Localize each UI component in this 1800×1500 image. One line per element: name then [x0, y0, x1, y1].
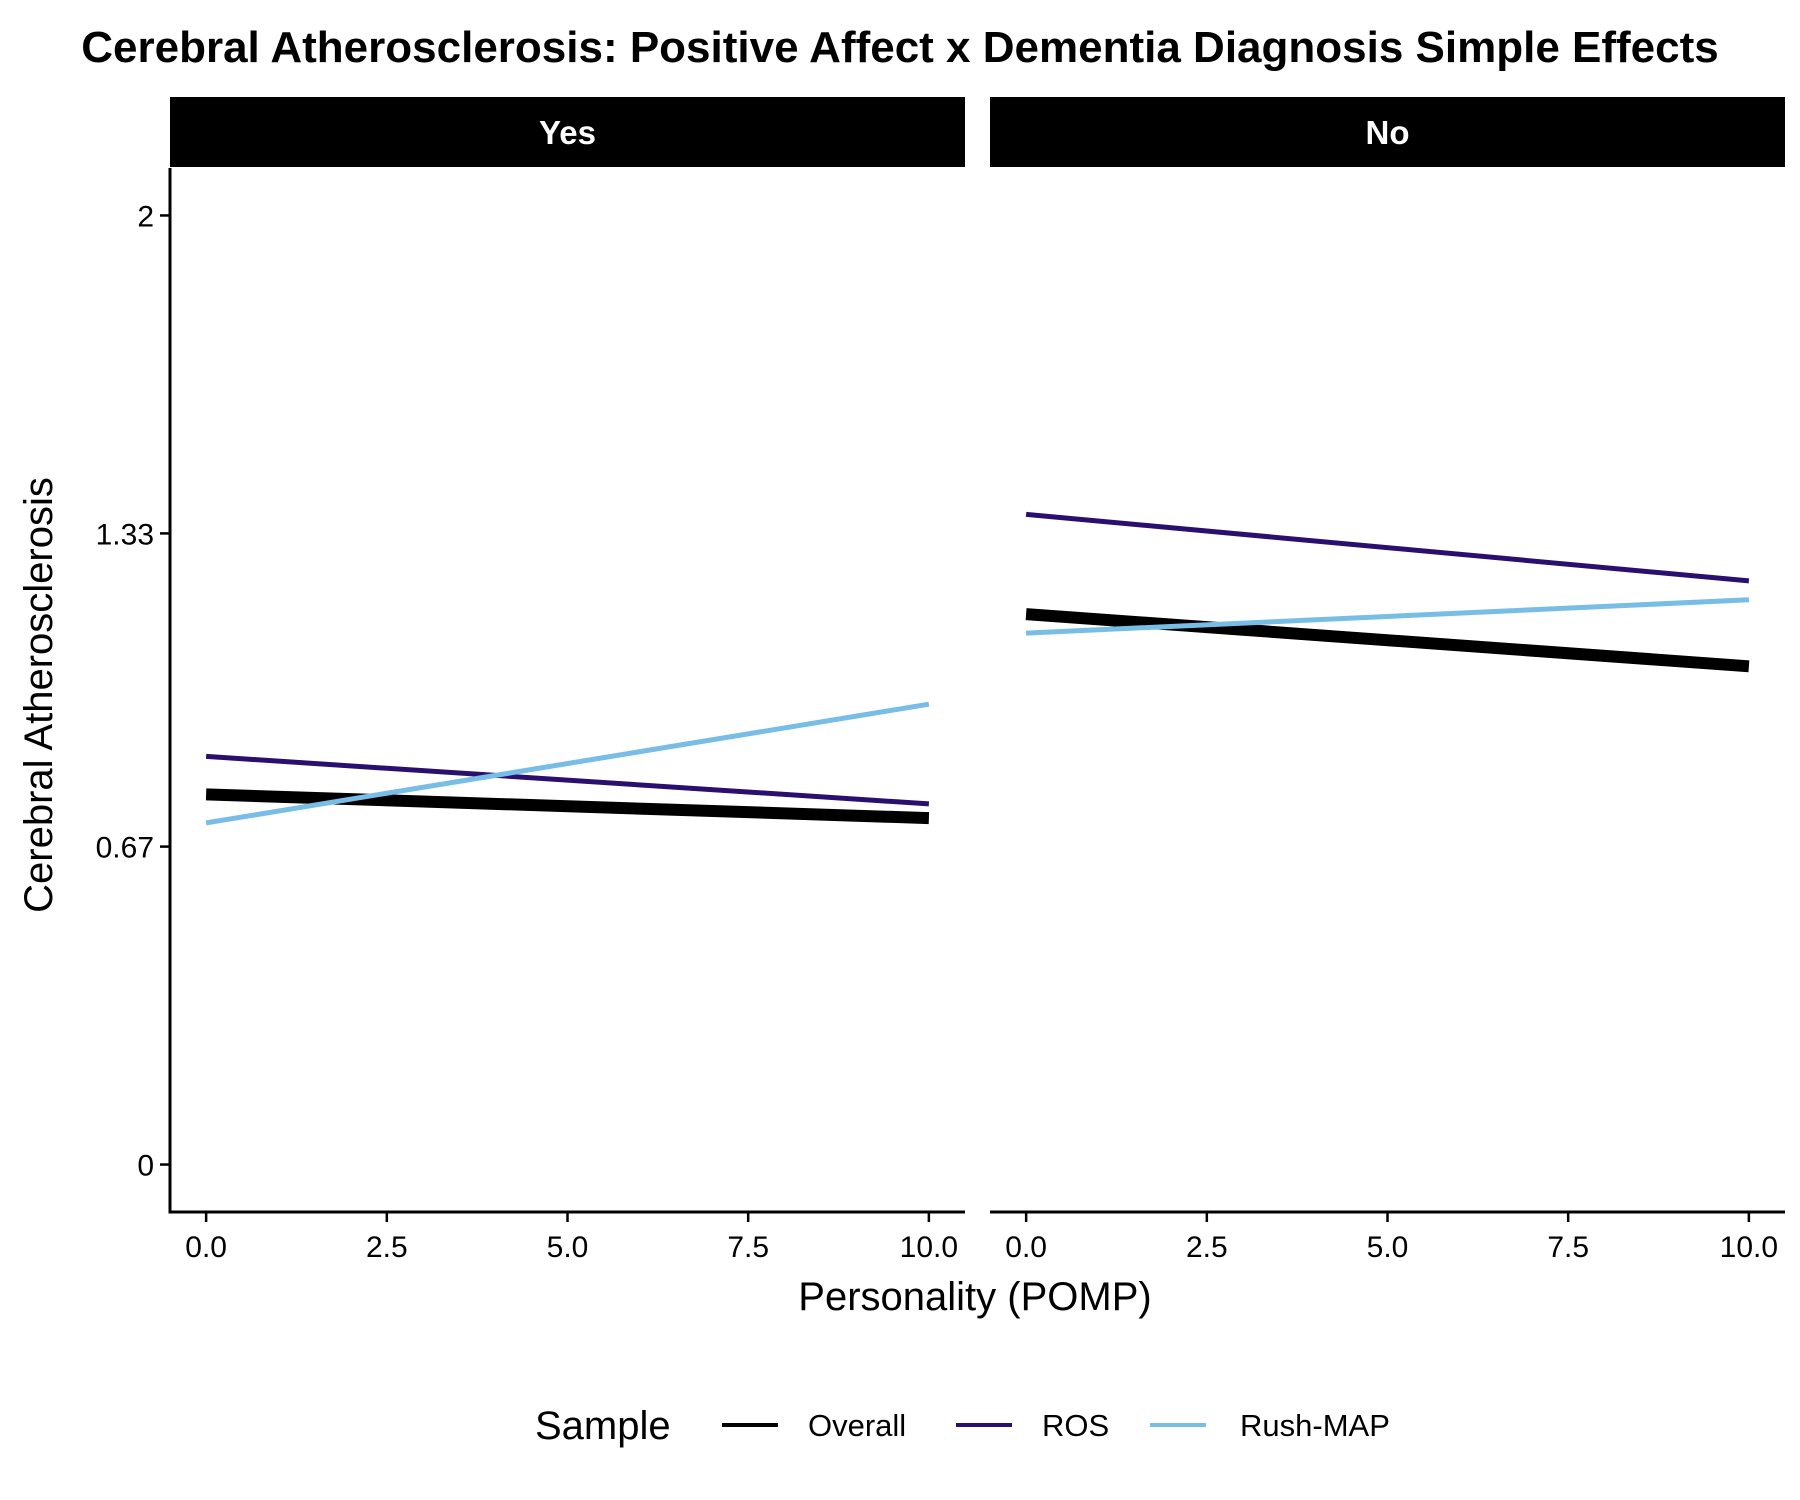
series-line-overall [1025, 608, 1750, 673]
x-tick-label: 5.0 [1367, 1231, 1409, 1264]
series-line-overall [205, 788, 930, 825]
series-line-ros [205, 753, 930, 807]
legend-title: Sample [535, 1404, 671, 1448]
x-tick-label: 10.0 [900, 1231, 958, 1264]
facet-strip [170, 97, 965, 167]
series-line-ros [1025, 511, 1750, 584]
panel-no: No 0.0 2.5 5.0 7.5 10.0 [990, 97, 1785, 1264]
y-tick-label: 2 [137, 200, 154, 233]
x-tick-label: 5.0 [547, 1231, 589, 1264]
facet-strip [990, 97, 1785, 167]
x-axis-title: Personality (POMP) [798, 1275, 1151, 1319]
series-line-rush-map [205, 701, 930, 826]
panels-layer: Yes 0 0.67 1.33 2 0.0 2.5 5.0 7.5 10.0 No 0.0 2.5 5.0… [96, 97, 1785, 1264]
legend-label: Overall [808, 1408, 906, 1443]
x-tick-label: 0.0 [1005, 1231, 1047, 1264]
x-tick-label: 2.5 [1186, 1231, 1228, 1264]
x-tick-label: 7.5 [1547, 1231, 1589, 1264]
x-tick-label: 0.0 [185, 1231, 227, 1264]
chart-title: Cerebral Atherosclerosis: Positive Affec… [81, 23, 1719, 72]
x-tick-label: 7.5 [727, 1231, 769, 1264]
facet-strip-label: No [1366, 114, 1410, 151]
panel-yes: Yes 0 0.67 1.33 2 0.0 2.5 5.0 7.5 10.0 [96, 97, 965, 1264]
y-tick-label: 0 [137, 1150, 154, 1183]
legend-label: ROS [1042, 1408, 1109, 1443]
legend: Sample Overall ROS Rush-MAP [535, 1404, 1390, 1448]
x-tick-label: 2.5 [366, 1231, 408, 1264]
facet-strip-label: Yes [539, 114, 596, 151]
y-tick-label: 1.33 [96, 518, 154, 551]
y-tick-label: 0.67 [96, 832, 154, 865]
x-tick-label: 10.0 [1720, 1231, 1778, 1264]
series-line-rush-map [1025, 597, 1750, 636]
y-axis-title: Cerebral Atherosclerosis [17, 477, 61, 913]
legend-label: Rush-MAP [1240, 1408, 1390, 1443]
